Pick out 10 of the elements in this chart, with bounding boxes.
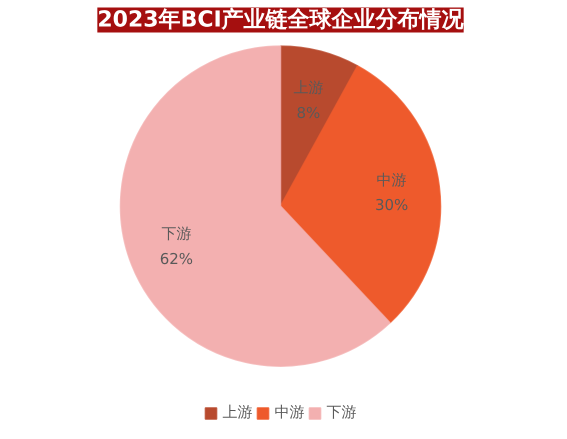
- slice-label: 下游: [161, 224, 192, 243]
- legend-label: 上游: [222, 403, 252, 422]
- data-label: 8%: [296, 104, 320, 122]
- legend-label: 中游: [274, 403, 304, 422]
- slice-label: 中游: [376, 170, 407, 189]
- legend-label: 下游: [326, 403, 356, 422]
- data-label: 30%: [374, 196, 408, 214]
- slice-label: 上游: [293, 78, 324, 97]
- data-label: 62%: [160, 250, 194, 268]
- chart-title: 2023年BCI产业链全球企业分布情况: [97, 6, 465, 32]
